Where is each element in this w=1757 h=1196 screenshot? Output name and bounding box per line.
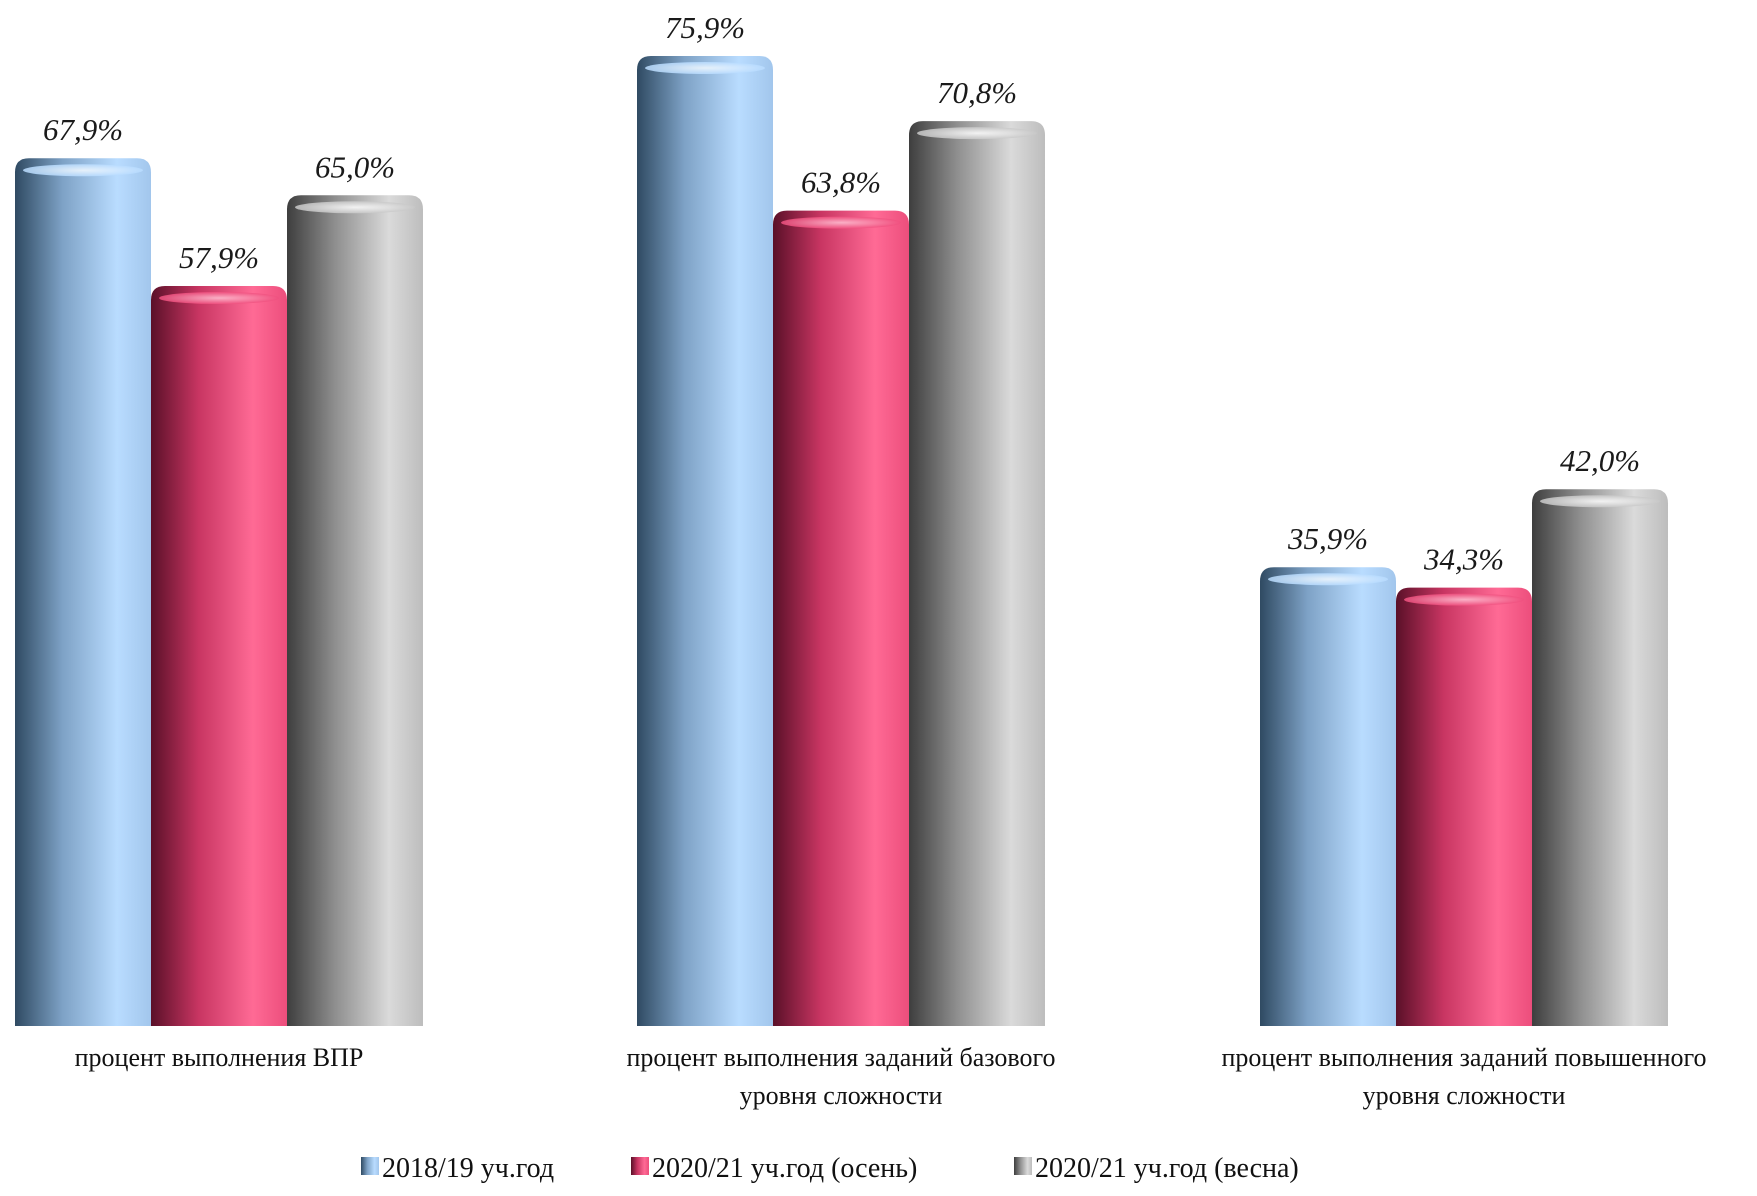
bar-1-cat-3 [1260,567,1396,1026]
category-label: процент выполнения заданий повышенного [1221,1043,1706,1072]
legend-label: 2020/21 уч.год (весна) [1035,1153,1299,1184]
legend-swatch [361,1157,379,1175]
bar-cap-3-cat-3 [1540,495,1660,508]
category-labels-group: процент выполнения ВПР процент выполнения… [75,1043,1707,1110]
data-label: 67,9% [43,112,123,147]
bar-cap-3-cat-1 [295,201,415,214]
bar-cap-1-cat-1 [23,164,143,177]
bar-cap-2-cat-3 [1404,593,1524,606]
data-label: 75,9% [665,10,745,45]
category-label: уровня сложности [1363,1081,1566,1110]
legend-label: 2018/19 уч.год [382,1153,554,1184]
data-label: 35,9% [1287,521,1368,556]
legend-swatch [631,1157,649,1175]
data-label: 57,9% [179,240,259,275]
bar-1-cat-1 [15,158,151,1026]
bar-3-cat-3 [1532,489,1668,1026]
data-label: 42,0% [1560,443,1640,478]
bar-2-cat-1 [151,286,287,1027]
bar-cap-3-cat-2 [917,127,1037,140]
bar-cap-2-cat-1 [159,292,279,305]
legend-label: 2020/21 уч.год (осень) [652,1153,917,1184]
bar-cap-2-cat-2 [781,216,901,229]
bar-2-cat-2 [773,210,909,1027]
bar-1-cat-2 [637,55,773,1027]
data-label: 70,8% [937,75,1017,110]
category-label: процент выполнения заданий базового [627,1043,1056,1072]
data-label: 34,3% [1423,542,1504,577]
bar-3-cat-2 [909,121,1045,1026]
data-label: 63,8% [801,165,881,200]
bar-2-cat-3 [1396,587,1532,1026]
category-label: уровня сложности [740,1081,943,1110]
legend: 2018/19 уч.год 2020/21 уч.год (осень) 2020… [361,1153,1299,1184]
legend-swatch [1014,1157,1032,1175]
data-label: 65,0% [315,149,395,184]
bar-3-cat-1 [287,195,423,1027]
bar-cap-1-cat-2 [645,61,765,74]
category-label: процент выполнения ВПР [75,1043,364,1072]
bar-cap-1-cat-3 [1268,573,1388,586]
bars-group [15,55,1668,1027]
value-labels-group: 67,9% 57,9% 65,0% 75,9% 63,8% 70,8% 35,9% 34,3%… [43,10,1640,577]
